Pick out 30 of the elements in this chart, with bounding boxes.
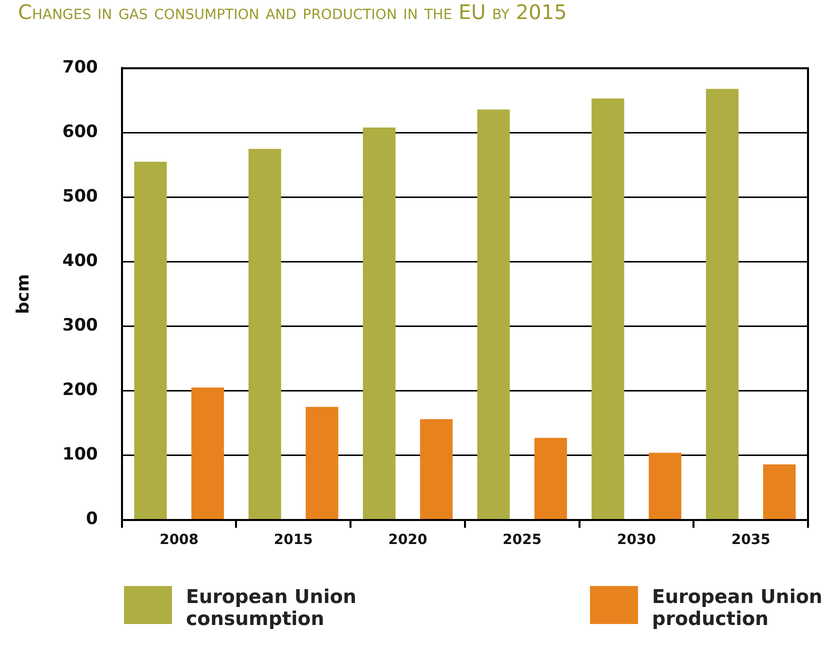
y-tick-label: 200 — [62, 380, 98, 400]
bar — [706, 88, 739, 520]
bar — [134, 162, 167, 520]
y-tick-label: 600 — [62, 122, 98, 142]
bar — [763, 464, 796, 520]
legend-label: European Union production — [652, 586, 824, 630]
x-tick-label: 2020 — [388, 532, 428, 548]
x-tick-label: 2035 — [731, 532, 770, 548]
bar — [248, 148, 282, 520]
y-tick-label: 700 — [62, 58, 98, 78]
bar — [592, 98, 624, 520]
bar — [362, 128, 396, 520]
bar — [477, 109, 510, 520]
y-tick-label: 100 — [62, 444, 98, 465]
bar — [306, 406, 338, 520]
bar — [534, 438, 568, 520]
chart-title: Changes in gas consumption and production in the EU by 2015 — [18, 0, 567, 24]
x-tick-label: 2025 — [502, 532, 542, 548]
y-tick-label: 400 — [62, 251, 98, 272]
x-tick-label: 2015 — [274, 532, 313, 548]
bar — [420, 419, 453, 520]
x-tick-label: 2030 — [616, 532, 656, 548]
y-tick-label: 0 — [86, 509, 98, 530]
y-axis-title: bcm — [14, 274, 34, 314]
legend-label: European Union consumption — [186, 586, 358, 630]
y-tick-label: 500 — [62, 186, 98, 207]
bar — [648, 452, 682, 520]
x-tick-label: 2008 — [160, 532, 199, 548]
bar — [191, 388, 224, 520]
y-tick-label: 300 — [62, 316, 98, 336]
